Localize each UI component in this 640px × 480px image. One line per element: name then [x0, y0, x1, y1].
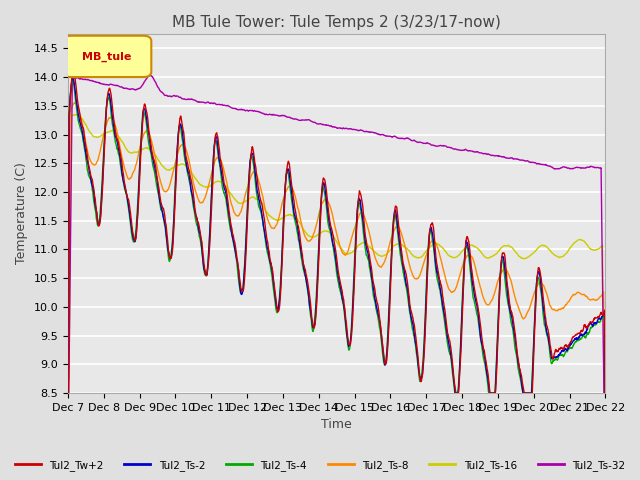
Y-axis label: Temperature (C): Temperature (C)	[15, 163, 28, 264]
FancyBboxPatch shape	[63, 36, 151, 77]
Title: MB Tule Tower: Tule Temps 2 (3/23/17-now): MB Tule Tower: Tule Temps 2 (3/23/17-now…	[172, 15, 501, 30]
X-axis label: Time: Time	[321, 419, 352, 432]
Legend: Tul2_Tw+2, Tul2_Ts-2, Tul2_Ts-4, Tul2_Ts-8, Tul2_Ts-16, Tul2_Ts-32: Tul2_Tw+2, Tul2_Ts-2, Tul2_Ts-4, Tul2_Ts…	[11, 456, 629, 475]
Text: MB_tule: MB_tule	[82, 51, 131, 62]
